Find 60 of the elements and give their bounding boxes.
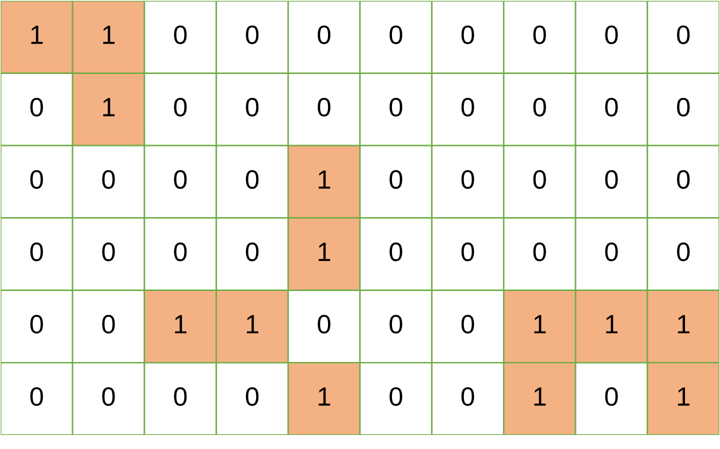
- data-label: 1: [318, 387, 330, 406]
- data-label: 0: [246, 170, 259, 189]
- data-label: 0: [677, 98, 690, 117]
- data-label: 0: [390, 98, 402, 117]
- data-label: 0: [30, 314, 43, 334]
- data-label: 0: [30, 98, 43, 117]
- data-label: 0: [318, 25, 330, 44]
- data-label: 1: [103, 98, 115, 116]
- data-label: 1: [31, 26, 43, 44]
- data-label: 0: [390, 170, 402, 189]
- data-label: 0: [461, 25, 474, 44]
- data-label: 1: [606, 315, 618, 334]
- data-label: 0: [174, 242, 187, 262]
- data-label: 0: [605, 242, 618, 262]
- data-label: 0: [30, 170, 43, 189]
- data-label: 0: [533, 170, 546, 189]
- data-label: 0: [533, 25, 546, 44]
- data-label: 0: [605, 387, 618, 406]
- data-label: 0: [174, 387, 187, 406]
- data-label: 0: [246, 25, 259, 44]
- data-label: 0: [461, 242, 474, 262]
- data-label: 0: [102, 170, 115, 189]
- data-label: 0: [174, 98, 187, 117]
- data-label: 0: [102, 314, 115, 334]
- data-label: 0: [677, 170, 690, 189]
- data-label: 0: [318, 98, 330, 117]
- data-label: 0: [246, 387, 259, 406]
- data-label: 0: [533, 242, 546, 262]
- data-label: 0: [605, 25, 618, 44]
- data-label: 0: [677, 242, 690, 262]
- data-label: 0: [246, 242, 259, 262]
- data-label: 0: [30, 387, 43, 406]
- data-label: 0: [390, 25, 402, 44]
- data-label: 0: [461, 170, 474, 189]
- data-label: 0: [30, 242, 43, 262]
- data-label: 0: [174, 25, 187, 44]
- data-label: 0: [390, 314, 402, 334]
- data-label: 0: [461, 314, 474, 334]
- data-label: 0: [318, 314, 330, 334]
- data-label: 1: [318, 170, 330, 189]
- data-label: 1: [534, 387, 546, 406]
- data-label: 1: [318, 242, 330, 261]
- data-label: 1: [678, 315, 690, 334]
- data-label: 0: [102, 387, 115, 406]
- data-label: 1: [175, 315, 186, 334]
- data-label: 1: [246, 315, 258, 334]
- data-label: 0: [461, 98, 474, 117]
- data-label: 0: [390, 387, 402, 406]
- data-label: 0: [102, 242, 115, 262]
- data-label: 1: [103, 26, 115, 44]
- data-label: 0: [246, 98, 259, 117]
- data-label: 0: [677, 25, 690, 44]
- data-label: 1: [534, 315, 546, 334]
- data-label: 0: [174, 170, 187, 189]
- data-label: 0: [533, 98, 546, 117]
- data-label: 0: [605, 98, 618, 117]
- data-label: 0: [605, 170, 618, 189]
- data-label: 0: [461, 387, 474, 406]
- data-label: 0: [390, 242, 402, 262]
- data-label: 1: [678, 387, 690, 406]
